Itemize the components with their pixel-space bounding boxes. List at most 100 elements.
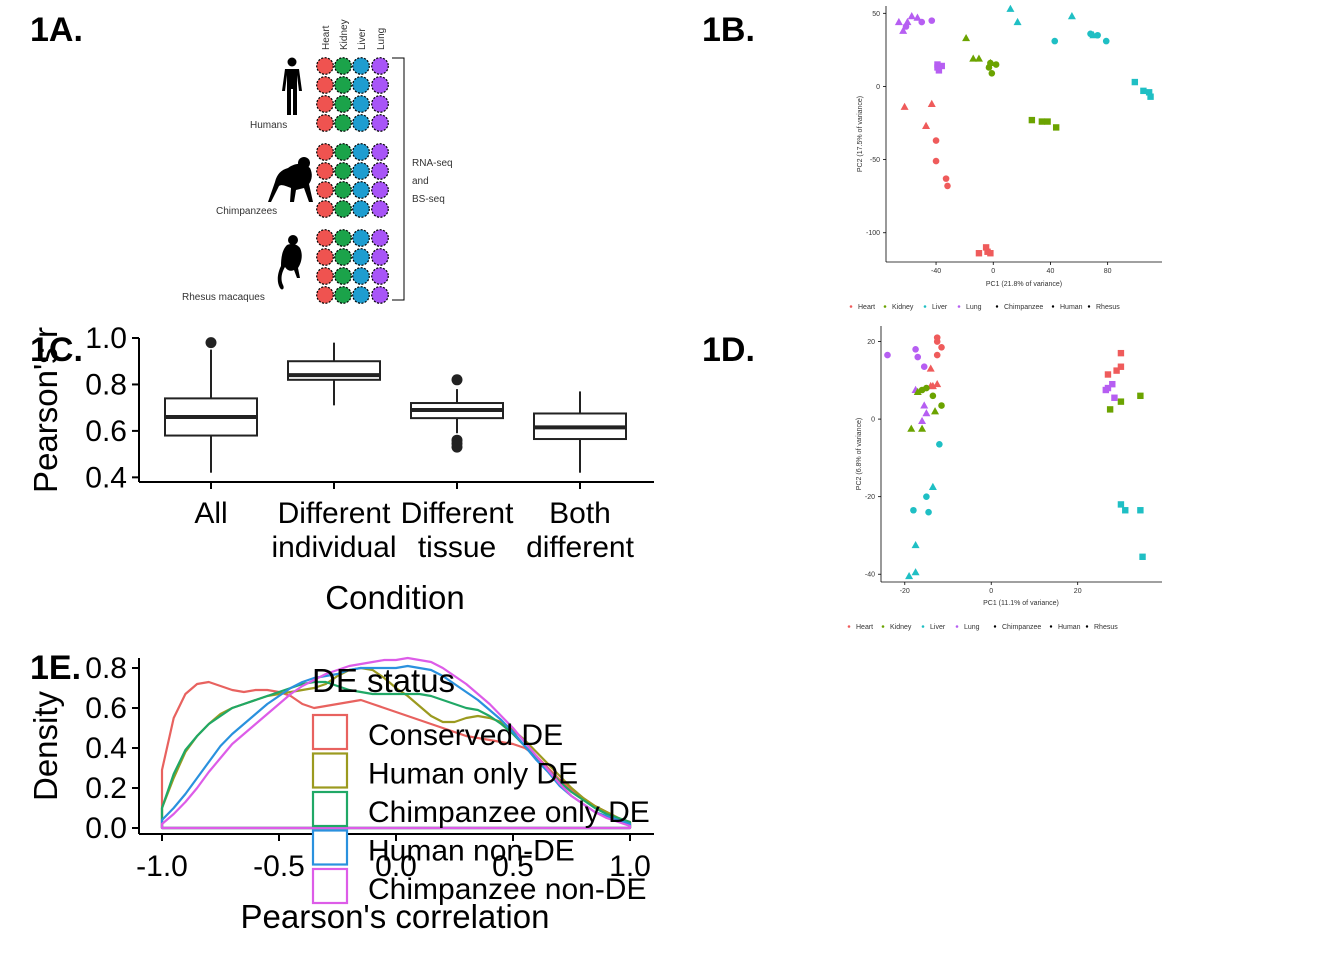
legend-key-1d-kidney bbox=[881, 625, 885, 628]
sample-dot-rhesus-macaques-2-liver bbox=[352, 248, 370, 266]
density-line-1e-chimpanzee-only-de bbox=[160, 680, 632, 830]
diagram-1a: Heart Kidney Liver Lung Humans Chimpanzees … bbox=[182, 19, 453, 304]
tissue-header-heart: Heart bbox=[321, 25, 332, 50]
sample-dot-chimpanzees-1-heart bbox=[316, 143, 334, 161]
sample-dot-humans-1-heart bbox=[316, 57, 334, 75]
legend-label-1d-heart: Heart bbox=[856, 624, 873, 631]
point-1d-lung-rhesus-22 bbox=[1111, 394, 1118, 401]
sample-dot-rhesus-macaques-1-kidney bbox=[334, 229, 352, 247]
point-1b-lung-chimpanzee-7 bbox=[928, 17, 936, 24]
y-tick-label-1b-100: -100 bbox=[866, 230, 880, 237]
point-1d-heart-rhesus-8 bbox=[1104, 371, 1112, 378]
point-1b-kidney-rhesus-23 bbox=[1052, 124, 1060, 131]
point-1b-kidney-chimpanzee-18 bbox=[992, 61, 1000, 68]
point-1d-kidney-rhesus-32 bbox=[1106, 406, 1114, 413]
panel-label-1b: 1B. bbox=[702, 11, 755, 49]
point-1d-kidney-human-31 bbox=[913, 387, 922, 395]
point-1b-heart-chimpanzee-42 bbox=[944, 182, 951, 190]
y-tick-label-1b-50: -50 bbox=[870, 157, 880, 164]
point-1d-liver-rhesus-44 bbox=[1122, 507, 1129, 514]
sample-dot-chimpanzees-2-heart bbox=[316, 162, 334, 180]
sample-dot-chimpanzees-3-lung bbox=[371, 181, 389, 199]
assay-line-3: BS-seq bbox=[412, 194, 445, 205]
point-1b-kidney-rhesus-20 bbox=[1028, 116, 1036, 124]
pca-plot-1b: -40 0 40 80 50 0 -50 -100 PC1 (21.8% of varianc… bbox=[849, 4, 1162, 311]
legend-key-1b-kidney bbox=[883, 305, 887, 308]
y-tick-label-1c-0: 0.4 bbox=[85, 461, 127, 494]
species-label-humans: Humans bbox=[250, 120, 287, 131]
point-1b-lung-human-0 bbox=[894, 17, 903, 26]
sample-dot-humans-4-liver bbox=[352, 114, 370, 132]
legend-label-1e-chimpanzee-only-de: Chimpanzee only DE bbox=[368, 796, 650, 829]
point-1b-heart-chimpanzee-39 bbox=[932, 137, 940, 144]
point-1b-liver-human-26 bbox=[1067, 12, 1076, 20]
legend-label-1d-liver: Liver bbox=[930, 624, 946, 631]
legend-label-1b-kidney: Kidney bbox=[892, 304, 914, 311]
legend-key-1b-lung bbox=[957, 305, 961, 308]
density-line-1e-chimpanzee-non-de bbox=[160, 656, 632, 830]
point-1b-lung-chimpanzee-5 bbox=[902, 23, 910, 30]
sample-dot-humans-1-kidney bbox=[334, 57, 352, 75]
legend-key-1e-chimpanzee-only-de bbox=[311, 790, 349, 828]
x-tick-label-1c-1-line2: individual bbox=[271, 531, 396, 564]
point-1b-kidney-chimpanzee-19 bbox=[987, 59, 994, 67]
chimpanzee-silhouette-icon bbox=[268, 157, 313, 202]
x-tick-label-1b-80: 80 bbox=[1104, 268, 1112, 275]
legend-label-1e-human-non-de: Human non-DE bbox=[368, 835, 575, 868]
sample-dot-rhesus-macaques-2-heart bbox=[316, 248, 334, 266]
panel-label-1d: 1D. bbox=[702, 331, 755, 369]
point-1b-lung-human-4 bbox=[899, 26, 908, 34]
outlier-1c-2-0 bbox=[451, 374, 463, 386]
x-tick-label-1c-3-line1: Both bbox=[549, 497, 611, 530]
x-tick-label-1b-0: 0 bbox=[991, 268, 995, 275]
legend-key-1d-chimpanzee bbox=[993, 625, 997, 628]
point-1d-heart-human-5 bbox=[933, 379, 942, 388]
point-1d-liver-chimpanzee-36 bbox=[923, 493, 930, 500]
legend-label-1e-conserved-de: Conserved DE bbox=[368, 719, 563, 752]
point-1b-liver-chimpanzee-28 bbox=[1051, 37, 1059, 45]
legend-key-1b-rhesus bbox=[1087, 305, 1091, 308]
y-axis-label-1d: PC2 (6.8% of variance) bbox=[856, 418, 863, 490]
point-1d-heart-rhesus-10 bbox=[1117, 363, 1125, 370]
point-1d-liver-chimpanzee-35 bbox=[936, 441, 943, 448]
sample-dot-rhesus-macaques-3-heart bbox=[316, 267, 334, 285]
sample-dot-chimpanzees-2-kidney bbox=[334, 162, 352, 180]
point-1b-kidney-human-14 bbox=[974, 54, 983, 62]
sample-dot-rhesus-macaques-2-lung bbox=[371, 248, 389, 266]
y-tick-label-1d-40: -40 bbox=[865, 572, 875, 579]
point-1b-heart-human-37 bbox=[922, 121, 931, 129]
tissue-header-lung: Lung bbox=[376, 28, 387, 50]
point-1d-kidney-rhesus-33 bbox=[1117, 398, 1125, 405]
x-tick-label-1b-40: -40 bbox=[931, 268, 941, 275]
x-tick-label-1c-3-line2: different bbox=[526, 531, 635, 564]
point-1d-heart-rhesus-9 bbox=[1113, 367, 1120, 374]
legend-key-1b-chimpanzee bbox=[995, 305, 999, 308]
point-1d-liver-human-39 bbox=[928, 482, 937, 490]
sample-dot-rhesus-macaques-1-lung bbox=[371, 229, 389, 247]
sample-dot-rhesus-macaques-4-lung bbox=[371, 286, 389, 304]
legend-label-1b-heart: Heart bbox=[858, 304, 875, 311]
sample-bracket bbox=[392, 57, 405, 301]
sample-dot-rhesus-macaques-2-kidney bbox=[334, 248, 352, 266]
y-tick-label-1c-2: 0.8 bbox=[85, 368, 127, 401]
legend-key-1d-liver bbox=[921, 625, 925, 628]
sample-dot-chimpanzees-3-kidney bbox=[334, 181, 352, 199]
point-1d-kidney-rhesus-34 bbox=[1137, 392, 1144, 400]
tissue-header-kidney: Kidney bbox=[339, 19, 350, 50]
point-1b-lung-human-3 bbox=[913, 13, 922, 21]
y-tick-label-1b-50: 50 bbox=[872, 11, 880, 18]
sample-dot-chimpanzees-4-kidney bbox=[334, 200, 352, 218]
legend-key-1e-human-only-de bbox=[311, 752, 349, 789]
human-silhouette-icon bbox=[282, 57, 302, 115]
sample-dot-rhesus-macaques-1-liver bbox=[352, 229, 370, 247]
x-tick-label-1c-2-line2: tissue bbox=[418, 531, 496, 564]
boxplot-1c: 0.4 0.6 0.8 1.0 All DifferentindividualDiffer… bbox=[27, 322, 654, 616]
point-1b-kidney-rhesus-22 bbox=[1044, 118, 1051, 125]
sample-dot-humans-3-kidney bbox=[334, 95, 352, 113]
point-1d-liver-rhesus-43 bbox=[1117, 501, 1125, 508]
species-label-chimpanzees: Chimpanzees bbox=[216, 206, 277, 217]
sample-dot-humans-3-heart bbox=[316, 95, 334, 113]
assay-line-2: and bbox=[412, 176, 429, 187]
